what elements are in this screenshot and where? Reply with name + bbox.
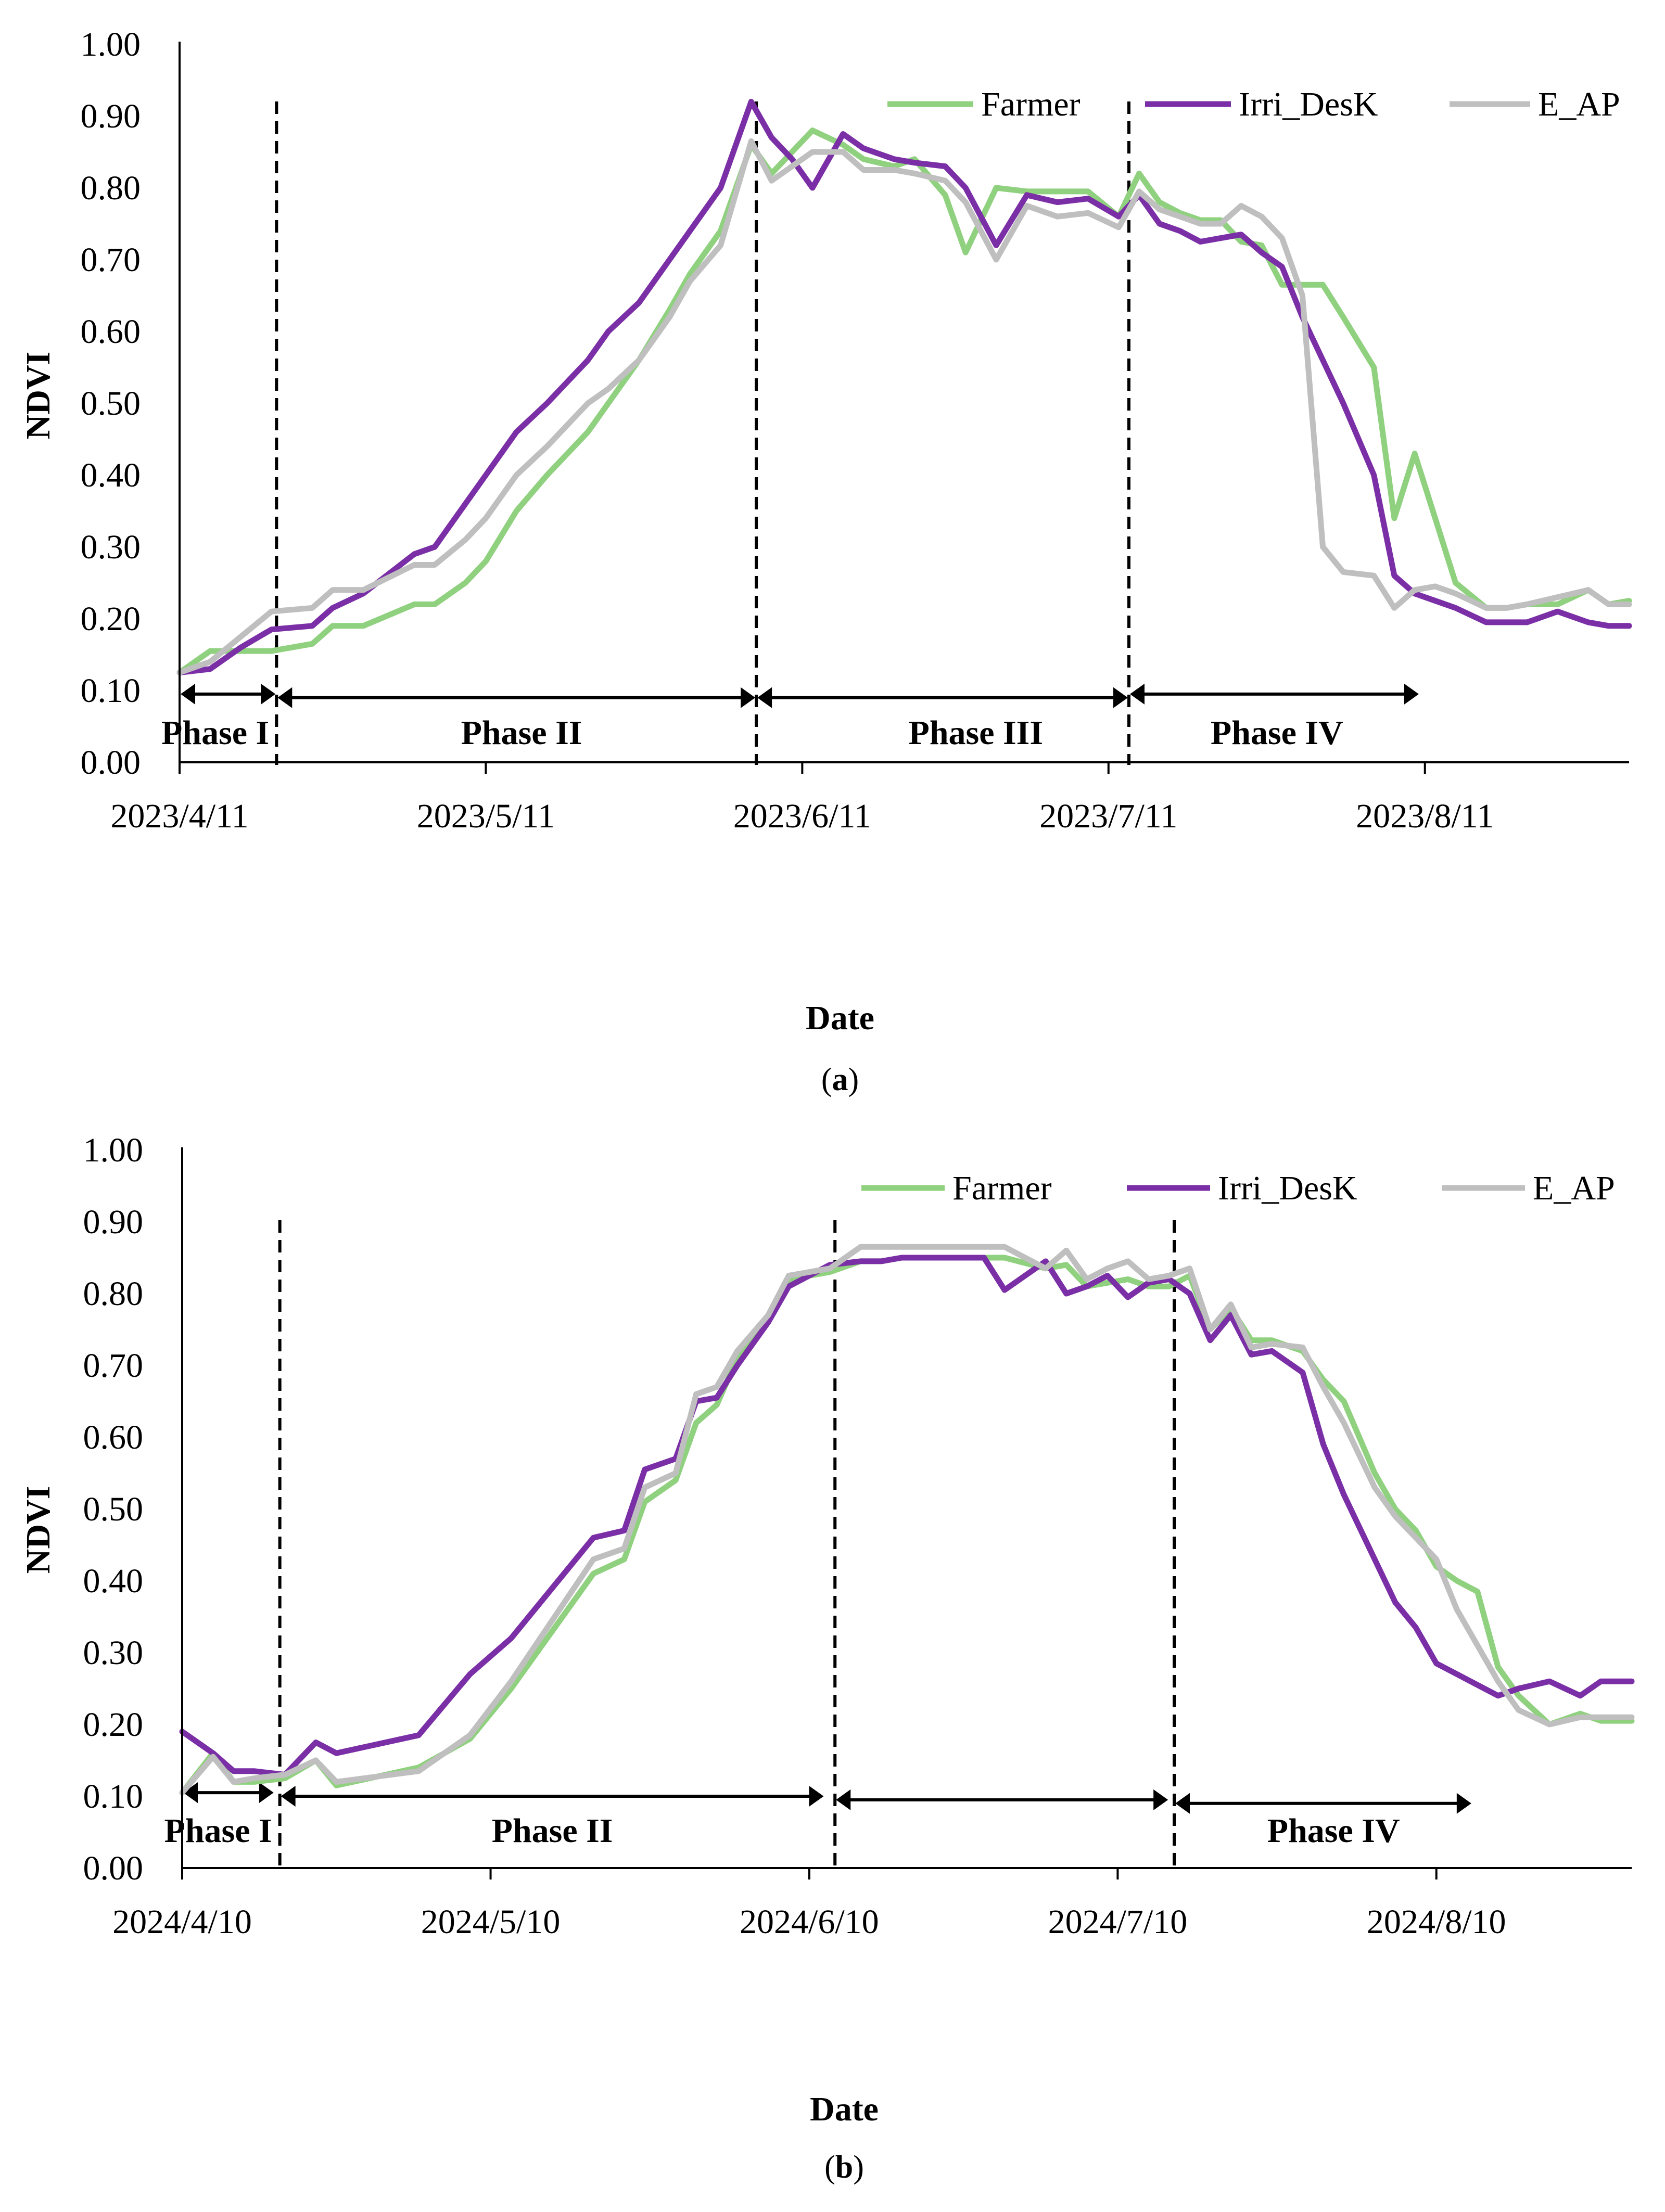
y-tick-label: 0.90: [83, 1203, 144, 1241]
x-axis-title: Date: [806, 999, 874, 1037]
phase-arrow-head-left: [281, 1786, 296, 1807]
y-axis-title: NDVI: [19, 1486, 57, 1574]
phase-label: Phase I: [164, 1812, 272, 1850]
phase-label: Phase IV: [1267, 1812, 1400, 1850]
x-tick-label: 2024/8/10: [1367, 1903, 1506, 1941]
ndvi-chart-a: Phase I Phase II Phase III Phase IV 0.00 0.1…: [19, 25, 1632, 1097]
caption-letter-b: b: [835, 2150, 853, 2185]
y-tick-label: 0.30: [81, 528, 141, 566]
phase-arrow-head-left: [183, 1782, 198, 1804]
legend-label-irri-desk: Irri_DesK: [1218, 1169, 1357, 1207]
legend-label-e-ap: E_AP: [1538, 85, 1620, 123]
phase-arrow-head-left: [277, 687, 293, 708]
y-tick-label: 0.90: [81, 97, 141, 135]
phase-arrow-head-left: [836, 1789, 851, 1810]
phase-arrow-head-right: [809, 1786, 824, 1807]
x-tick-label: 2024/6/10: [740, 1903, 879, 1941]
phase-arrow-head-right: [1404, 683, 1419, 705]
series-line-farmer: [176, 127, 1632, 675]
y-tick-label: 0.40: [83, 1562, 144, 1600]
phase-arrow-head-right: [261, 683, 276, 705]
y-tick-label: 0.60: [81, 313, 141, 351]
y-tick-label: 0.00: [81, 744, 141, 782]
x-tick-label: 2023/7/11: [1039, 797, 1177, 835]
y-tick-label: 0.20: [81, 600, 141, 638]
x-tick-label: 2023/5/11: [417, 797, 555, 835]
series-line-irri-desk: [179, 1255, 1635, 1778]
ndvi-chart-b: Phase I Phase II Phase IV 0.00 0.10 0.20 0.30…: [19, 1131, 1635, 2185]
series-line-e-ap: [179, 1244, 1635, 1796]
chart-panel-a: Phase I Phase II Phase III Phase IV 0.00 0.1…: [19, 25, 1632, 1097]
caption-letter-a: a: [832, 1062, 848, 1097]
x-tick-label: 2023/6/11: [733, 797, 871, 835]
y-tick-label: 0.10: [81, 672, 141, 710]
x-tick-label: 2024/4/10: [112, 1903, 252, 1941]
y-tick-label: 0.80: [83, 1275, 144, 1313]
x-axis-title: Date: [810, 2090, 879, 2128]
y-tick-label: 0.20: [83, 1706, 144, 1744]
series-line-farmer: [179, 1255, 1635, 1796]
legend-label-e-ap: E_AP: [1533, 1169, 1615, 1207]
series-line-e-ap: [176, 138, 1632, 675]
legend-label-farmer: Farmer: [952, 1169, 1052, 1207]
series-line-irri-desk: [176, 98, 1632, 675]
phase-arrow-head-left: [757, 687, 772, 708]
y-tick-label: 0.00: [83, 1849, 144, 1887]
x-tick-label: 2024/7/10: [1048, 1903, 1188, 1941]
phase-arrow-head-right: [741, 687, 756, 708]
y-axis-title: NDVI: [19, 352, 57, 440]
phase-label: Phase II: [461, 714, 582, 752]
phase-arrow-head-left: [1175, 1793, 1190, 1814]
legend-label-farmer: Farmer: [981, 85, 1081, 123]
phase-arrow-head-right: [1456, 1793, 1471, 1814]
x-tick-label: 2023/4/11: [110, 797, 248, 835]
y-tick-label: 0.60: [83, 1418, 144, 1456]
y-tick-label: 0.50: [81, 385, 141, 423]
phase-arrow-head-right: [259, 1782, 274, 1804]
phase-arrow-head-right: [1153, 1789, 1168, 1810]
y-tick-label: 0.50: [83, 1490, 144, 1528]
y-tick-label: 0.70: [81, 241, 141, 279]
y-tick-label: 0.80: [81, 169, 141, 207]
y-tick-label: 1.00: [81, 25, 141, 63]
phase-label: Phase IV: [1211, 714, 1343, 752]
phase-label: Phase II: [492, 1812, 613, 1850]
x-tick-label: 2024/5/10: [421, 1903, 561, 1941]
figure-caption-a: (a): [821, 1062, 859, 1097]
chart-panel-b: Phase I Phase II Phase IV 0.00 0.10 0.20 0.30…: [0, 1106, 1665, 2212]
x-tick-label: 2023/8/11: [1356, 797, 1494, 835]
y-tick-label: 1.00: [83, 1131, 144, 1169]
phase-label: Phase III: [909, 714, 1044, 752]
phase-arrow-head-left: [1129, 683, 1145, 705]
phase-label: Phase I: [161, 714, 269, 752]
phase-arrow-head-left: [181, 683, 195, 705]
y-tick-label: 0.70: [83, 1347, 144, 1385]
legend-label-irri-desk: Irri_DesK: [1239, 85, 1378, 123]
y-tick-label: 0.40: [81, 456, 141, 494]
figure-caption-b: (b): [824, 2150, 864, 2185]
y-tick-label: 0.10: [83, 1778, 144, 1815]
phase-arrow-head-right: [1113, 687, 1128, 708]
y-tick-label: 0.30: [83, 1634, 144, 1672]
